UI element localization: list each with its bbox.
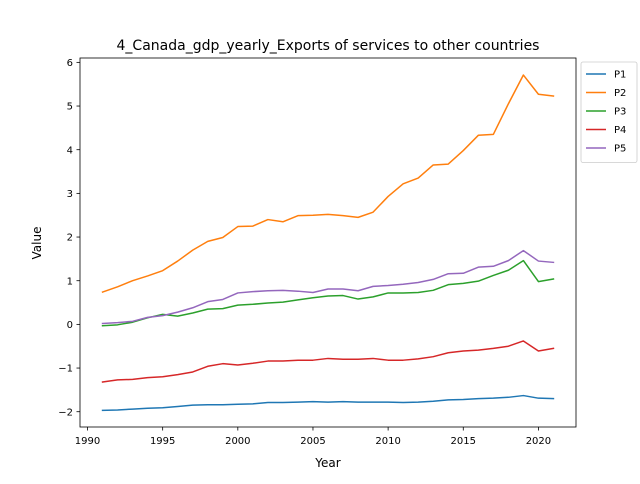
x-tick-label: 2020 [526, 436, 551, 447]
x-tick-label: 2010 [375, 436, 400, 447]
x-tick-label: 1995 [150, 436, 175, 447]
legend-label-p5: P5 [614, 144, 626, 155]
x-axis-label: Year [314, 456, 340, 470]
y-axis-label: Value [30, 227, 44, 260]
series-line-p4 [101, 340, 555, 383]
x-tick-label: 2015 [451, 436, 476, 447]
y-tick-label: 6 [67, 58, 73, 69]
series-line-p2 [101, 74, 555, 294]
x-tick-label: 2005 [300, 436, 325, 447]
legend-label-p4: P4 [614, 125, 626, 136]
legend-label-p2: P2 [614, 88, 626, 99]
y-tick-label: −1 [58, 364, 73, 375]
y-tick-label: 5 [67, 102, 73, 113]
legend-label-p1: P1 [614, 70, 626, 81]
series-line-p3 [101, 259, 555, 327]
x-tick-label: 1990 [75, 436, 100, 447]
chart-title: 4_Canada_gdp_yearly_Exports of services … [117, 38, 540, 54]
y-tick-label: 1 [67, 276, 73, 287]
y-tick-label: 3 [67, 189, 73, 200]
series-line-p5 [101, 249, 555, 325]
y-tick-label: 0 [67, 320, 73, 331]
x-tick-label: 2000 [225, 436, 250, 447]
legend: P1 P2 P3 P4 P5 [580, 61, 638, 163]
plot-frame [79, 57, 577, 428]
y-tick-label: 4 [67, 145, 73, 156]
plot-area: 1990 1995 2000 2005 2010 2015 2020 −2 −1 0 1 2 3 4 5 6 [58, 57, 577, 447]
series-line-p1 [101, 394, 555, 412]
y-tick-label: −2 [58, 407, 73, 418]
legend-label-p3: P3 [614, 107, 626, 118]
legend-box [580, 61, 638, 163]
y-tick-label: 2 [67, 233, 73, 244]
